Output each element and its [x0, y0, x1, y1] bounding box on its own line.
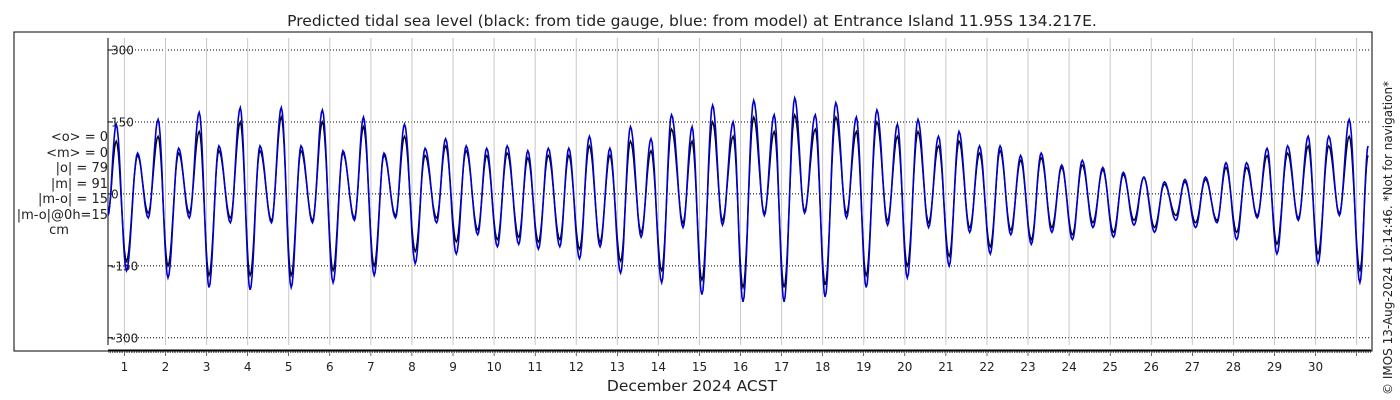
stat-abs-diff: |m-o| = 15: [37, 192, 108, 207]
x-tick-label: 24: [1061, 360, 1076, 374]
y-tick-label: -300: [111, 331, 138, 345]
stat-abs-observed: |o| = 79: [55, 161, 108, 176]
x-tick-label: 6: [326, 360, 334, 374]
x-tick-label: 22: [979, 360, 994, 374]
x-tick-label: 3: [203, 360, 211, 374]
x-tick-label: 15: [692, 360, 707, 374]
y-tick-label: 150: [111, 115, 134, 129]
y-tick-label: 300: [111, 43, 134, 57]
x-minor-ticks: [108, 350, 1371, 356]
x-tick-label: 5: [285, 360, 293, 374]
x-grid-lines: [123, 38, 1358, 345]
x-tick-label: 7: [367, 360, 375, 374]
x-tick-label: 30: [1308, 360, 1323, 374]
x-tick-label: 9: [449, 360, 457, 374]
stat-mean-observed: <o> = 0: [50, 130, 108, 145]
x-tick-label: 4: [244, 360, 252, 374]
x-tick-label: 19: [856, 360, 871, 374]
stat-unit: cm: [49, 223, 69, 238]
chart-title: Predicted tidal sea level (black: from t…: [287, 12, 1097, 30]
x-tick-label: 2: [162, 360, 170, 374]
model-series: [107, 95, 1369, 302]
x-tick-label: 21: [938, 360, 953, 374]
x-tick-label: 27: [1185, 360, 1200, 374]
x-tick-label: 13: [610, 360, 625, 374]
x-tick-label: 11: [528, 360, 543, 374]
x-tick-labels: 1 2 3 4 5 6 7 8 9 10 11 12 13 14 15 16 17 18 19 20 21 22 23 24 2…: [121, 360, 1324, 374]
x-tick-label: 18: [815, 360, 830, 374]
x-tick-label: 12: [569, 360, 584, 374]
x-tick-label: 14: [651, 360, 666, 374]
x-tick-label: 23: [1020, 360, 1035, 374]
x-tick-label: 8: [408, 360, 416, 374]
x-tick-label: 20: [897, 360, 912, 374]
stat-abs-model: |m| = 91: [50, 176, 108, 192]
x-tick-label: 1: [121, 360, 129, 374]
plot-axes: [107, 38, 1371, 356]
y-grid-lines: [108, 49, 1371, 339]
x-tick-label: 10: [486, 360, 501, 374]
stat-mean-model: <m> = 0: [46, 145, 108, 161]
x-axis-label: December 2024 ACST: [607, 377, 778, 395]
side-note: © IMOS 13-Aug-2024 10:14:46. *Not for na…: [1381, 81, 1395, 395]
x-tick-label: 26: [1144, 360, 1159, 374]
x-tick-label: 29: [1267, 360, 1282, 374]
series-lines: [107, 95, 1369, 302]
x-tick-label: 17: [774, 360, 789, 374]
figure-frame: [13, 31, 1373, 352]
x-tick-label: 16: [733, 360, 748, 374]
x-tick-label: 28: [1226, 360, 1241, 374]
y-tick-label: 0: [111, 187, 119, 201]
stat-abs-diff-0h: |m-o|@0h=15: [16, 207, 108, 223]
x-tick-label: 25: [1103, 360, 1118, 374]
statistics-panel: <o> = 0 <m> = 0 |o| = 79 |m| = 91 |m-o| …: [0, 130, 108, 239]
